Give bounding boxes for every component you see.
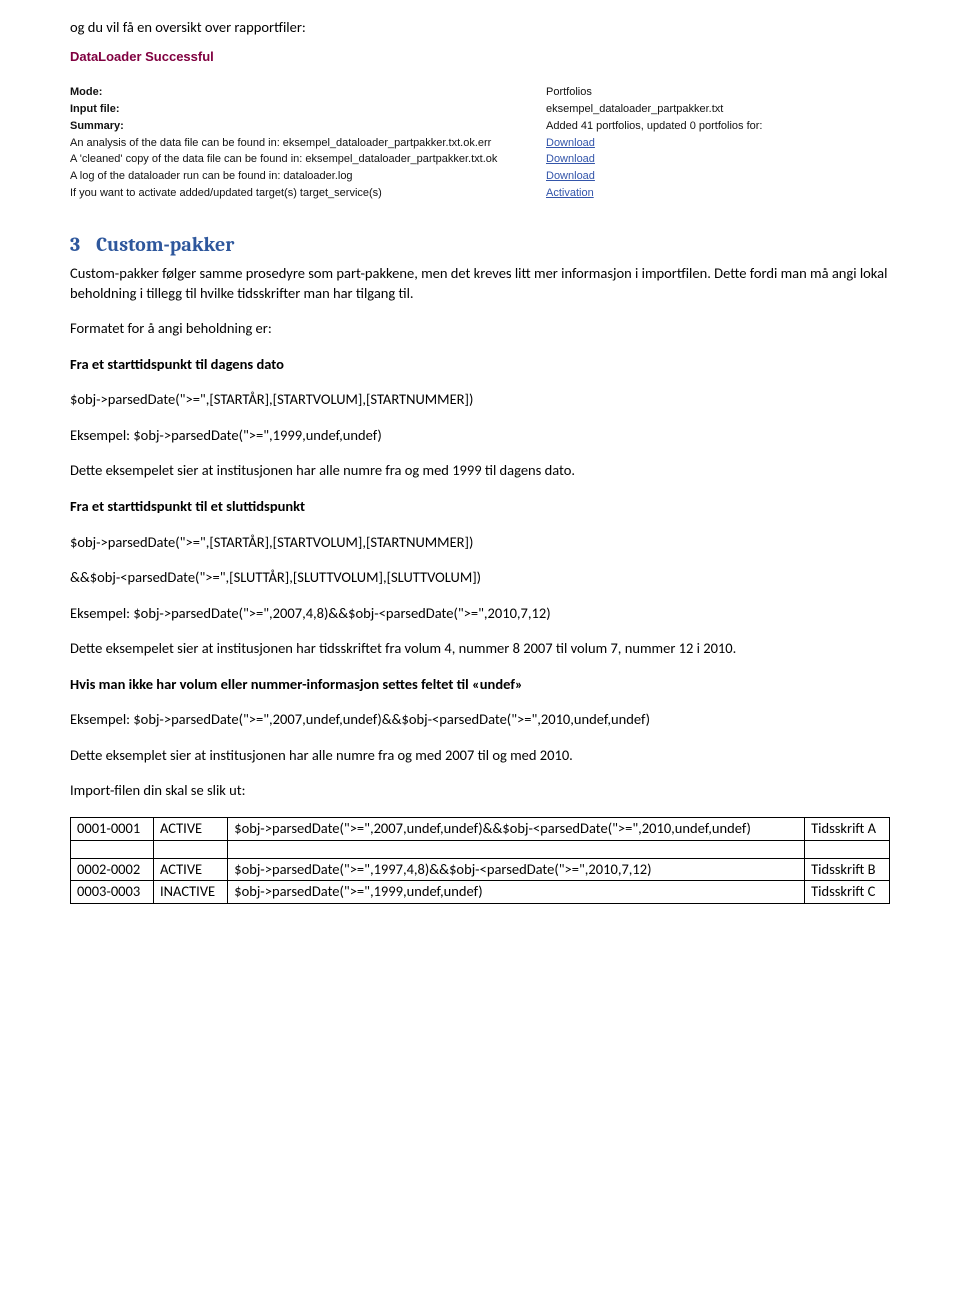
table-cell: ACTIVE (154, 818, 228, 841)
sub-heading: Fra et starttidspunkt til et sluttidspun… (70, 497, 890, 517)
dataloader-left-cell: Summary: (70, 119, 540, 134)
table-cell: Tidsskrift B (805, 858, 890, 881)
dataloader-panel: DataLoader Successful Mode: Portfolios Inp… (70, 48, 890, 201)
paragraph: Import-filen din skal se slik ut: (70, 781, 890, 801)
download-link[interactable]: Download (546, 137, 595, 149)
dataloader-left-cell: Mode: (70, 85, 540, 100)
table-cell: Tidsskrift C (805, 881, 890, 904)
table-cell: 0003-0003 (71, 881, 154, 904)
dataloader-text: If you want to activate added/updated ta… (70, 187, 382, 199)
table-cell: Tidsskrift A (805, 818, 890, 841)
import-file-table: 0001-0001 ACTIVE $obj->parsedDate(">=",2… (70, 817, 890, 904)
download-link[interactable]: Activation (546, 187, 594, 199)
section-number: 3 (70, 233, 80, 256)
table-cell: 0001-0001 (71, 818, 154, 841)
table-cell: $obj->parsedDate(">=",1997,4,8)&&$obj-<p… (228, 858, 805, 881)
table-cell: INACTIVE (154, 881, 228, 904)
table-cell: $obj->parsedDate(">=",1999,undef,undef) (228, 881, 805, 904)
dataloader-right-cell: Portfolios (546, 85, 890, 100)
dataloader-right-cell: Activation (546, 186, 890, 201)
code-line: Eksempel: $obj->parsedDate(">=",2007,und… (70, 710, 890, 730)
dataloader-text: An analysis of the data file can be foun… (70, 137, 491, 149)
dataloader-title: DataLoader Successful (70, 48, 890, 66)
dataloader-left-cell: A log of the dataloader run can be found… (70, 169, 540, 184)
dataloader-grid: Mode: Portfolios Input file: eksempel_datal… (70, 85, 890, 201)
dataloader-text: A 'cleaned' copy of the data file can be… (70, 153, 497, 165)
dataloader-left-cell: If you want to activate added/updated ta… (70, 186, 540, 201)
paragraph: Dette eksemplet sier at institusjonen ha… (70, 746, 890, 766)
dataloader-right-cell: Download (546, 136, 890, 151)
intro-text: og du vil få en oversikt over rapportfil… (70, 18, 890, 38)
dataloader-label: Summary: (70, 120, 124, 132)
dataloader-text: A log of the dataloader run can be found… (70, 170, 353, 182)
dataloader-right-cell: eksempel_dataloader_partpakker.txt (546, 102, 890, 117)
section-title: Custom-pakker (96, 233, 234, 256)
table-spacer-row (71, 840, 890, 858)
dataloader-label: Input file: (70, 103, 120, 115)
dataloader-left-cell: An analysis of the data file can be foun… (70, 136, 540, 151)
table-row: 0003-0003 INACTIVE $obj->parsedDate(">="… (71, 881, 890, 904)
table-cell: $obj->parsedDate(">=",2007,undef,undef)&… (228, 818, 805, 841)
paragraph: Dette eksempelet sier at institusjonen h… (70, 461, 890, 481)
dataloader-left-cell: A 'cleaned' copy of the data file can be… (70, 152, 540, 167)
paragraph: Dette eksempelet sier at institusjonen h… (70, 639, 890, 659)
sub-heading: Hvis man ikke har volum eller nummer-inf… (70, 675, 890, 695)
code-line: $obj->parsedDate(">=",[STARTÅR],[STARTVO… (70, 533, 890, 553)
dataloader-left-cell: Input file: (70, 102, 540, 117)
download-link[interactable]: Download (546, 170, 595, 182)
dataloader-right-cell: Download (546, 152, 890, 167)
dataloader-label: Mode: (70, 86, 102, 98)
code-line: $obj->parsedDate(">=",[STARTÅR],[STARTVO… (70, 390, 890, 410)
download-link[interactable]: Download (546, 153, 595, 165)
sub-heading: Fra et starttidspunkt til dagens dato (70, 355, 890, 375)
table-cell: ACTIVE (154, 858, 228, 881)
section-heading: 3 Custom-pakker (70, 231, 890, 258)
table-row: 0001-0001 ACTIVE $obj->parsedDate(">=",2… (71, 818, 890, 841)
table-row: 0002-0002 ACTIVE $obj->parsedDate(">=",1… (71, 858, 890, 881)
dataloader-right-cell: Download (546, 169, 890, 184)
code-line: Eksempel: $obj->parsedDate(">=",2007,4,8… (70, 604, 890, 624)
code-line: &&$obj-<parsedDate(">=",[SLUTTÅR],[SLUTT… (70, 568, 890, 588)
code-line: Eksempel: $obj->parsedDate(">=",1999,und… (70, 426, 890, 446)
paragraph: Custom-pakker følger samme prosedyre som… (70, 264, 890, 303)
paragraph: Formatet for å angi beholdning er: (70, 319, 890, 339)
table-cell: 0002-0002 (71, 858, 154, 881)
dataloader-right-cell: Added 41 portfolios, updated 0 portfolio… (546, 119, 890, 134)
